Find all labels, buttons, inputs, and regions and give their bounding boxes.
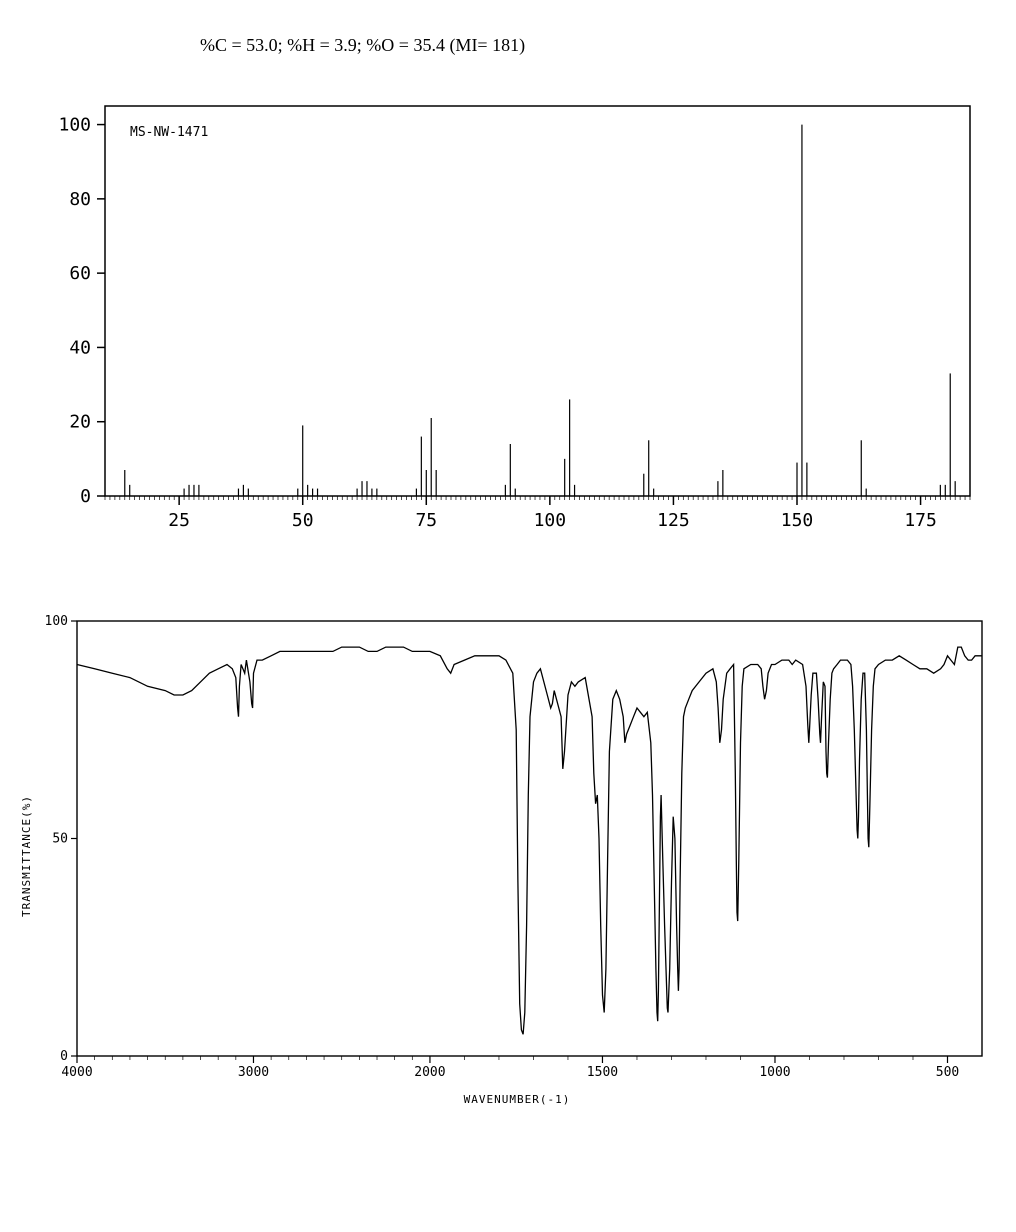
svg-text:4000: 4000 xyxy=(61,1065,92,1080)
svg-text:3000: 3000 xyxy=(238,1065,269,1080)
svg-text:50: 50 xyxy=(52,832,68,847)
svg-text:MS-NW-1471: MS-NW-1471 xyxy=(130,125,208,140)
svg-text:175: 175 xyxy=(904,510,937,531)
svg-text:150: 150 xyxy=(781,510,814,531)
svg-text:50: 50 xyxy=(292,510,314,531)
svg-text:100: 100 xyxy=(58,115,91,136)
svg-text:1000: 1000 xyxy=(759,1065,790,1080)
svg-text:100: 100 xyxy=(45,614,68,629)
svg-text:500: 500 xyxy=(936,1065,959,1080)
svg-text:100: 100 xyxy=(534,510,567,531)
svg-text:40: 40 xyxy=(69,337,91,358)
elemental-analysis-text: %C = 53.0; %H = 3.9; %O = 35.4 (MI= 181) xyxy=(200,35,996,56)
svg-text:1500: 1500 xyxy=(587,1065,618,1080)
ir-ylabel: TRANSMITTANCE(%) xyxy=(20,795,33,917)
svg-text:25: 25 xyxy=(168,510,190,531)
svg-text:75: 75 xyxy=(415,510,437,531)
ir-spectrum-chart: TRANSMITTANCE(%) 0 50 100 4000 3000 2000 1500 1… xyxy=(20,606,996,1106)
ir-xlabel: WAVENUMBER(-1) xyxy=(37,1093,997,1106)
ms-spectrum-chart: 0 20 40 60 80 100 25 50 75 100 125 150 175 MS-NW-1471 xyxy=(20,81,996,556)
svg-text:125: 125 xyxy=(657,510,690,531)
svg-text:2000: 2000 xyxy=(414,1065,445,1080)
svg-text:0: 0 xyxy=(80,486,91,507)
svg-text:20: 20 xyxy=(69,412,91,433)
svg-text:0: 0 xyxy=(60,1049,68,1064)
svg-text:60: 60 xyxy=(69,263,91,284)
svg-text:80: 80 xyxy=(69,189,91,210)
